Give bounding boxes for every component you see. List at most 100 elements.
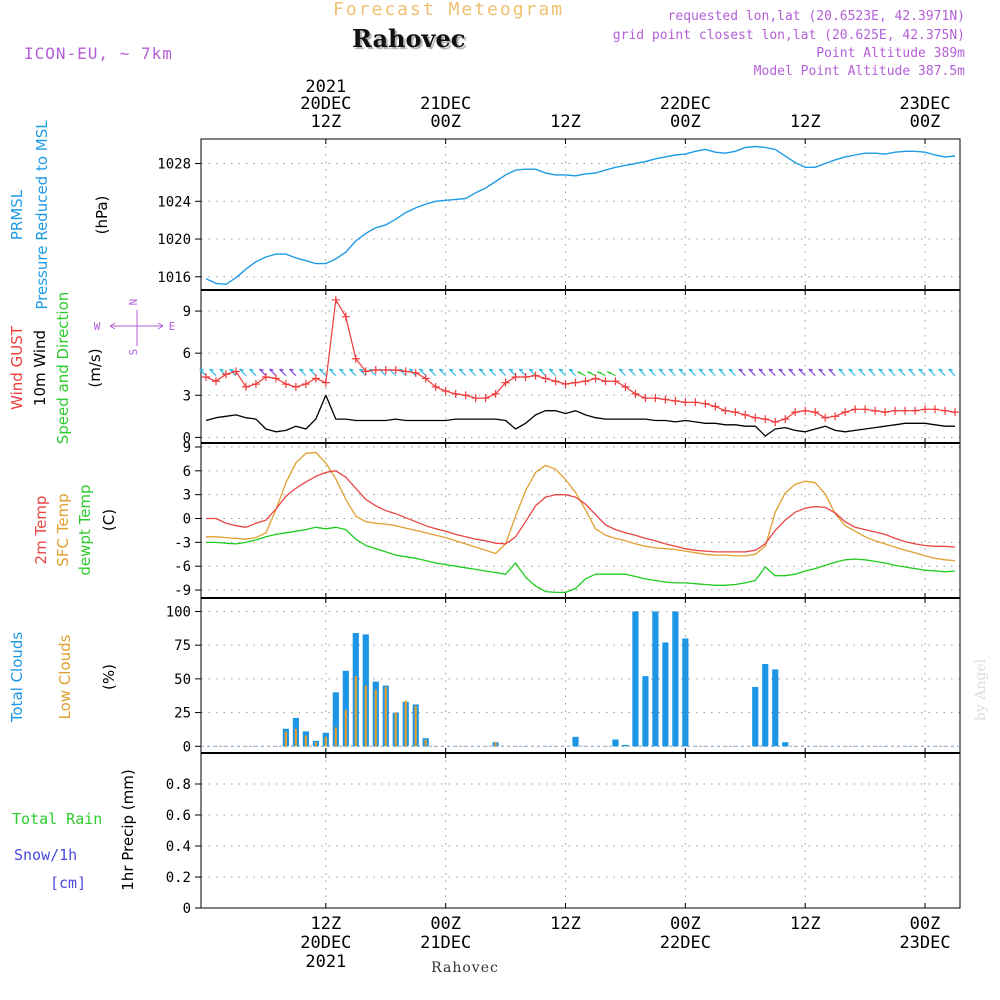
wind-arrow-head — [848, 368, 853, 371]
low-cloud-bar — [384, 686, 387, 747]
bottom-date-label: 22DEC — [660, 933, 711, 953]
total-cloud-bar — [632, 611, 639, 747]
low-cloud-bar — [284, 731, 287, 747]
gust-marker — [921, 405, 930, 414]
gust-marker — [471, 394, 480, 403]
top-hour-label: 00Z — [670, 112, 701, 132]
gust-marker — [541, 374, 550, 383]
wind-arrow-head — [459, 368, 464, 371]
wind-arrow-head — [489, 368, 494, 371]
wind-arrow — [269, 368, 277, 377]
wind-arrow — [329, 368, 337, 377]
gust-marker — [591, 374, 600, 383]
label-snow: Snow/1h — [14, 846, 77, 864]
wind-arrow-head — [469, 368, 474, 371]
wind-arrow — [698, 368, 706, 377]
gust-marker — [221, 370, 230, 379]
wind-arrow-head — [698, 368, 704, 371]
wind-arrow-head — [928, 368, 933, 371]
wind-arrow — [448, 368, 457, 377]
wind-arrow-head — [638, 368, 644, 371]
wind-arrow-head — [658, 368, 664, 371]
wind-arrow-head — [818, 368, 823, 371]
wind-arrow — [249, 368, 257, 377]
bottom-hour-label: 00Z — [670, 914, 701, 934]
gust-marker — [751, 413, 760, 422]
gust-marker — [951, 408, 960, 417]
wind-arrows — [199, 368, 956, 377]
gust-marker — [721, 406, 730, 415]
gust-marker — [281, 380, 290, 389]
wind-arrow — [488, 368, 497, 377]
wind-arrow-head — [607, 371, 612, 374]
dewpt-temp-line — [206, 526, 956, 594]
y-tick-label: 0.4 — [166, 839, 191, 855]
gust-marker — [441, 387, 450, 396]
low-cloud-bar — [414, 705, 417, 747]
wind-arrow-head — [439, 368, 444, 371]
y-tick-label: 50 — [174, 672, 191, 688]
wind-arrow-head — [279, 368, 284, 371]
gust-marker — [381, 366, 390, 375]
wind-arrow-head — [479, 368, 484, 371]
wind-arrow-head — [519, 368, 524, 371]
gust-marker — [411, 368, 420, 377]
wind-gust-line — [205, 299, 956, 423]
label-1hr-precip: 1hr Precip (mm) — [119, 769, 137, 890]
wind-arrow — [339, 368, 347, 377]
top-date-label: 23DEC — [899, 94, 950, 114]
wind-arrow-head — [309, 368, 314, 371]
top-date-label: 20DEC — [300, 94, 351, 114]
wind-arrow-head — [628, 368, 634, 371]
gust-marker — [701, 399, 710, 408]
gust-marker — [291, 382, 300, 391]
y-tick-label: 0.8 — [166, 777, 191, 793]
y-tick-label: -9 — [174, 583, 191, 599]
low-cloud-bar — [494, 742, 497, 747]
bottom-hour-label: 12Z — [310, 914, 341, 934]
gust-marker — [501, 378, 510, 387]
wind-arrow — [628, 368, 636, 377]
wind-arrow-head — [718, 368, 724, 371]
wind-arrow-head — [938, 368, 943, 371]
wind-arrow-head — [858, 368, 863, 371]
gust-marker — [851, 405, 860, 414]
bottom-date-label: 21DEC — [420, 933, 471, 953]
gust-marker — [311, 374, 320, 383]
bottom-hour-label: 12Z — [550, 914, 581, 934]
gust-marker — [871, 406, 880, 415]
gust-marker — [681, 398, 690, 407]
wind-arrow-head — [878, 368, 883, 371]
total-cloud-bar — [762, 664, 769, 747]
compass-w: W — [94, 320, 101, 333]
wind-arrow-head — [499, 368, 504, 371]
low-cloud-bar — [394, 712, 397, 747]
pressure-line — [205, 145, 956, 285]
wind-arrow-head — [429, 368, 434, 371]
gust-marker — [671, 396, 680, 405]
panel-frame-pressure — [200, 138, 961, 291]
wind-arrow — [518, 368, 526, 377]
y-tick-label: -6 — [174, 559, 191, 575]
requested-coords: requested lon,lat (20.6523E, 42.3971N) — [667, 9, 965, 24]
bottom-hour-label: 12Z — [790, 914, 821, 934]
wind-arrow — [239, 368, 247, 377]
wind-arrow — [648, 368, 656, 377]
gust-marker — [481, 394, 490, 403]
wind-arrow — [948, 368, 956, 377]
wind-arrow-head — [319, 368, 324, 371]
wind-speed-line — [205, 394, 955, 437]
compass-e: E — [169, 320, 176, 333]
wind-arrow-head — [419, 368, 424, 371]
wind-arrow — [618, 368, 626, 377]
sfc-temp-line — [206, 451, 956, 562]
wind-arrow-head — [838, 368, 843, 371]
gust-marker — [811, 408, 820, 417]
wind-arrow — [209, 368, 217, 377]
gust-marker — [711, 402, 720, 411]
wind-arrow — [299, 368, 307, 377]
gust-marker — [341, 312, 350, 321]
gust-marker — [451, 389, 460, 398]
wind-arrow-head — [329, 368, 334, 371]
gust-marker — [771, 417, 780, 426]
